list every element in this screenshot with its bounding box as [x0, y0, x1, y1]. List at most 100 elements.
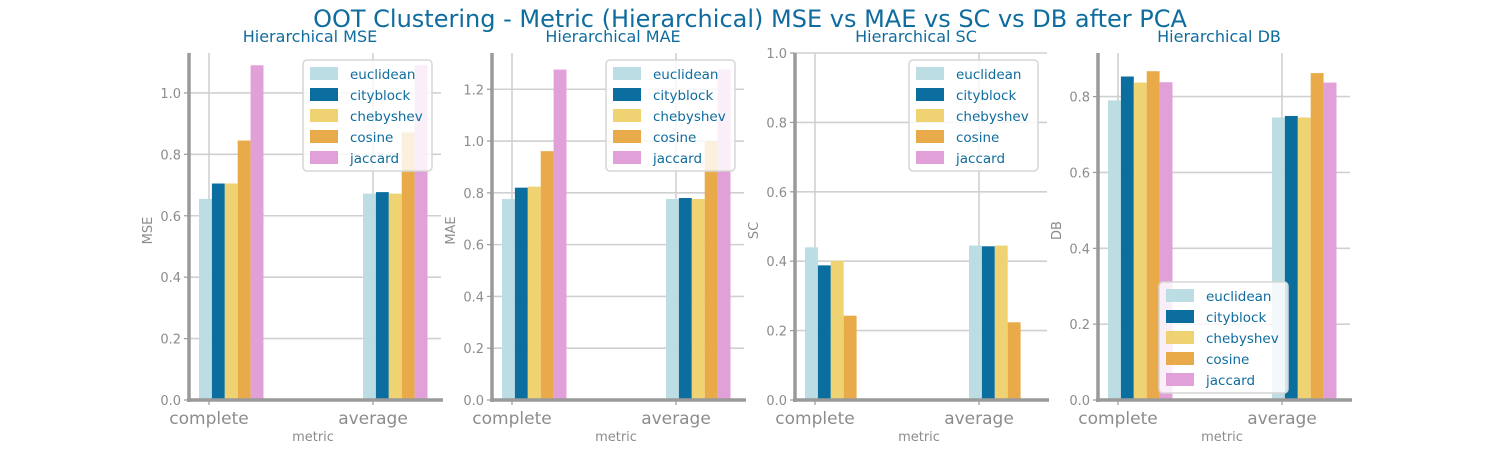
- x-tick-label-complete: complete: [1078, 409, 1157, 429]
- chart-title: Hierarchical DB: [1157, 27, 1281, 46]
- bar-chebyshev-complete: [224, 183, 238, 400]
- bar-cityblock-complete: [817, 265, 831, 400]
- legend-swatch-cosine: [1166, 352, 1194, 365]
- legend-label-cityblock: cityblock: [350, 88, 410, 104]
- legend-label-jaccard: jaccard: [652, 151, 702, 167]
- x-tick-label-average: average: [641, 409, 711, 429]
- x-tick-label-complete: complete: [472, 409, 551, 429]
- legend-swatch-cosine: [916, 130, 944, 143]
- y-tick-label: 0.4: [1069, 242, 1090, 257]
- legend-label-chebyshev: chebyshev: [956, 109, 1029, 125]
- legend-swatch-jaccard: [310, 151, 338, 164]
- legend-swatch-cosine: [613, 130, 641, 143]
- bar-cityblock-complete: [514, 187, 528, 400]
- legend-swatch-euclidean: [613, 67, 641, 80]
- bar-cosine-average: [704, 141, 718, 400]
- bar-chebyshev-complete: [527, 186, 541, 400]
- bar-euclidean-average: [666, 199, 679, 400]
- x-axis-label: metric: [898, 430, 940, 445]
- legend-label-cityblock: cityblock: [1206, 310, 1266, 326]
- legend-swatch-chebyshev: [613, 109, 641, 122]
- x-tick-label-average: average: [944, 409, 1014, 429]
- y-tick-label: 0.6: [1069, 166, 1090, 181]
- y-tick-label: 0.4: [766, 255, 787, 270]
- bar-euclidean-complete: [805, 247, 818, 400]
- y-tick-label: 0.0: [160, 394, 181, 409]
- bar-cosine-average: [1007, 322, 1021, 400]
- y-axis-label: SC: [747, 222, 762, 239]
- legend-frame: [1158, 281, 1289, 394]
- bar-euclidean-complete: [199, 198, 212, 400]
- y-tick-label: 1.2: [463, 83, 484, 98]
- bar-cityblock-complete: [1120, 76, 1134, 400]
- y-tick-label: 1.0: [766, 47, 787, 62]
- y-axis-label: MSE: [141, 217, 156, 245]
- y-tick-label: 0.0: [1069, 394, 1090, 409]
- y-tick-label: 0.4: [463, 290, 484, 305]
- legend-swatch-cityblock: [613, 88, 641, 101]
- x-axis-label: metric: [292, 430, 334, 445]
- figure-title: OOT Clustering - Metric (Hierarchical) M…: [313, 5, 1187, 33]
- bar-cityblock-average: [375, 192, 389, 400]
- bar-jaccard-average: [1323, 82, 1337, 401]
- legend-label-jaccard: jaccard: [955, 151, 1005, 167]
- chart-title: Hierarchical MAE: [545, 27, 680, 46]
- bar-cityblock-average: [678, 198, 692, 400]
- legend-swatch-cityblock: [916, 88, 944, 101]
- legend-label-chebyshev: chebyshev: [350, 109, 423, 125]
- bar-euclidean-complete: [1108, 100, 1121, 401]
- bar-cityblock-complete: [211, 183, 225, 400]
- chart-sc: 0.0 0.2 0.4 0.6 0.8 1.0 complete average metric S…: [747, 27, 1049, 445]
- legend-label-cosine: cosine: [956, 130, 999, 146]
- y-axis-label: DB: [1050, 221, 1065, 240]
- x-tick-label-average: average: [338, 409, 408, 429]
- chart-mae: 0.0 0.2 0.4 0.6 0.8 1.0 1.2 complete average metr…: [444, 27, 746, 445]
- bar-chebyshev-average: [691, 199, 705, 400]
- legend-label-cosine: cosine: [653, 130, 696, 146]
- bar-cosine-complete: [843, 315, 857, 400]
- legend: euclidean cityblock chebyshev cosine jaccard: [302, 59, 433, 172]
- legend-label-jaccard: jaccard: [349, 151, 399, 167]
- y-tick-label: 0.6: [160, 210, 181, 225]
- legend-swatch-cityblock: [1166, 310, 1194, 323]
- legend: euclidean cityblock chebyshev cosine jaccard: [605, 59, 736, 172]
- legend-swatch-jaccard: [916, 151, 944, 164]
- y-tick-label: 0.4: [160, 271, 181, 286]
- legend-label-chebyshev: chebyshev: [653, 109, 726, 125]
- x-tick-label-complete: complete: [775, 409, 854, 429]
- legend-label-cosine: cosine: [1206, 352, 1249, 368]
- y-tick-label: 1.0: [160, 87, 181, 102]
- chart-mse: 0.0 0.2 0.4 0.6 0.8 1.0 complete average metric M…: [141, 27, 443, 445]
- legend-label-cosine: cosine: [350, 130, 393, 146]
- chart-title: Hierarchical MSE: [243, 27, 378, 46]
- x-axis-label: metric: [595, 430, 637, 445]
- legend-label-euclidean: euclidean: [350, 67, 416, 83]
- legend-swatch-chebyshev: [310, 109, 338, 122]
- legend: euclidean cityblock chebyshev cosine jaccard: [908, 59, 1039, 172]
- legend-label-chebyshev: chebyshev: [1206, 331, 1279, 347]
- bar-chebyshev-average: [388, 193, 402, 400]
- y-tick-label: 0.8: [766, 116, 787, 131]
- chart-db: 0.0 0.2 0.4 0.6 0.8 complete average metric DB Hi…: [1050, 27, 1352, 445]
- y-axis-label: MAE: [444, 216, 459, 244]
- bar-chebyshev-complete: [830, 260, 844, 400]
- bar-jaccard-complete: [553, 69, 567, 401]
- bar-cosine-complete: [540, 151, 554, 400]
- bar-chebyshev-average: [994, 245, 1008, 400]
- legend-swatch-euclidean: [1166, 289, 1194, 302]
- legend-swatch-cosine: [310, 130, 338, 143]
- legend-swatch-jaccard: [613, 151, 641, 164]
- y-tick-label: 0.8: [463, 187, 484, 202]
- bar-cityblock-average: [981, 246, 995, 400]
- chart-title: Hierarchical SC: [855, 27, 977, 46]
- y-tick-label: 0.2: [1069, 318, 1090, 333]
- bar-cosine-average: [401, 132, 415, 400]
- y-tick-label: 0.8: [160, 148, 181, 163]
- legend-label-jaccard: jaccard: [1205, 373, 1255, 389]
- legend-label-cityblock: cityblock: [956, 88, 1016, 104]
- bar-chebyshev-average: [1297, 117, 1311, 401]
- x-tick-label-average: average: [1247, 409, 1317, 429]
- legend-frame: [605, 59, 736, 172]
